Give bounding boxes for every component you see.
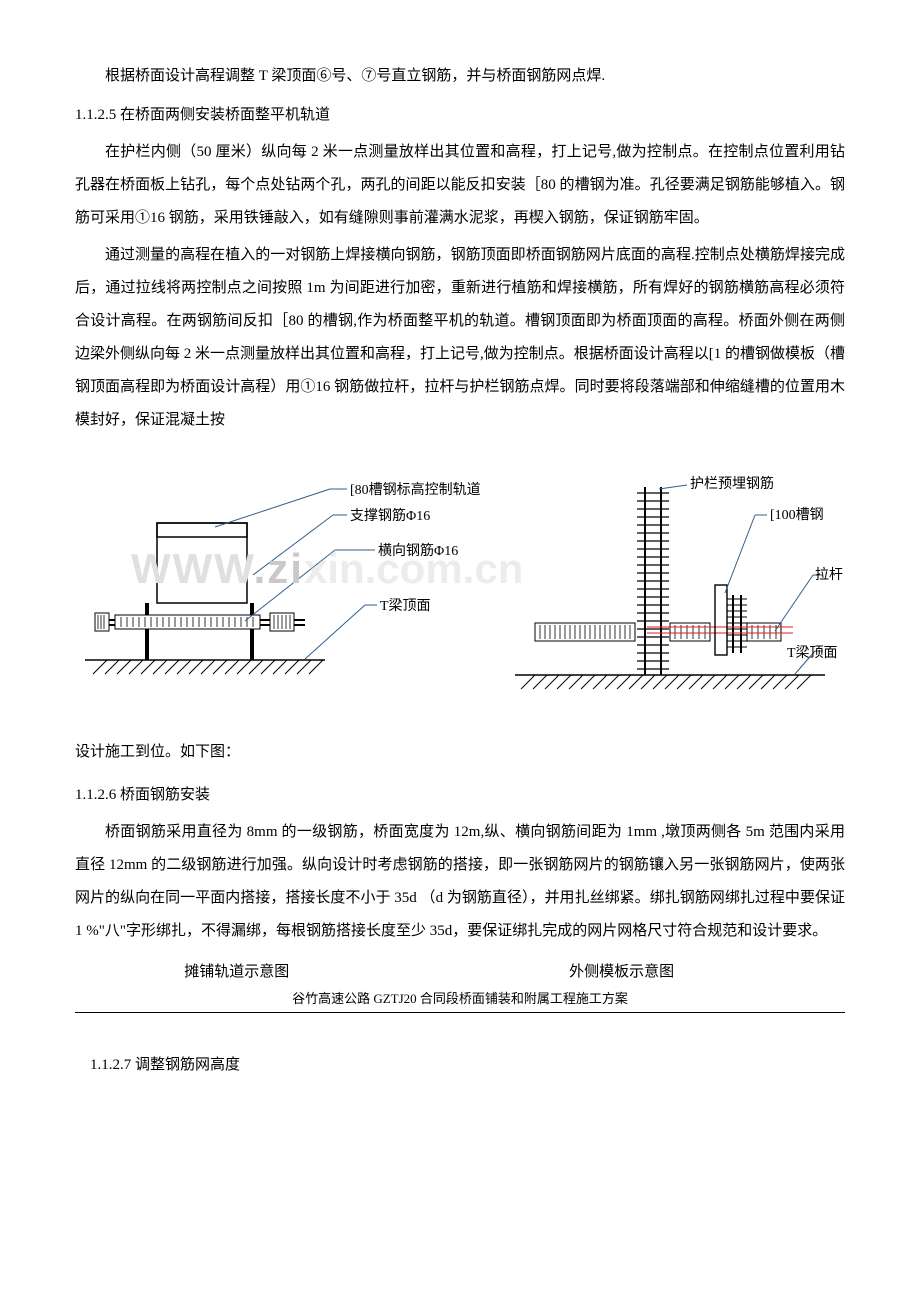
- section-heading: 1.1.2.6 桥面钢筋安装: [75, 779, 845, 812]
- diagram-svg: [80槽钢标高控制轨道 支撑钢筋Φ16 横向钢筋Φ16 T梁顶面: [75, 465, 845, 705]
- label-beam-top-right: T梁顶面: [787, 645, 838, 661]
- body-paragraph: 通过测量的高程在植入的一对钢筋上焊接横向钢筋，钢筋顶面即桥面钢筋网片底面的高程.…: [75, 239, 845, 437]
- body-paragraph: 桥面钢筋采用直径为 8mm 的一级钢筋，桥面宽度为 12m,纵、横向钢筋间距为 …: [75, 816, 845, 948]
- page-footer: 谷竹高速公路 GZTJ20 合同段桥面铺装和附属工程施工方案: [75, 989, 845, 1013]
- label-beam-top-left: T梁顶面: [380, 598, 431, 614]
- label-channel-80: [80槽钢标高控制轨道: [350, 481, 481, 498]
- label-guardrail-rebar: 护栏预埋钢筋: [690, 475, 774, 492]
- label-channel-100: [100槽钢: [770, 507, 824, 523]
- caption-right: 外侧模板示意图: [398, 956, 845, 989]
- section-heading: 1.1.2.5 在桥面两侧安装桥面整平机轨道: [75, 99, 845, 132]
- label-cross-rebar: 横向钢筋Φ16: [378, 542, 458, 559]
- label-support-rebar: 支撑钢筋Φ16: [350, 507, 430, 524]
- caption-row: 摊铺轨道示意图 外侧模板示意图: [75, 956, 845, 989]
- body-paragraph: 在护栏内侧（50 厘米）纵向每 2 米一点测量放样出其位置和高程，打上记号,做为…: [75, 136, 845, 235]
- label-pull-rod: 拉杆: [815, 567, 843, 583]
- diagram-container: WWW.zixin.com.cn: [75, 465, 845, 718]
- body-paragraph: 设计施工到位。如下图：: [75, 736, 845, 769]
- caption-left: 摊铺轨道示意图: [75, 956, 398, 989]
- section-heading: 1.1.2.7 调整钢筋网高度: [90, 1049, 845, 1082]
- body-paragraph: 根据桥面设计高程调整 T 梁顶面⑥号、⑦号直立钢筋，并与桥面钢筋网点焊.: [75, 60, 845, 93]
